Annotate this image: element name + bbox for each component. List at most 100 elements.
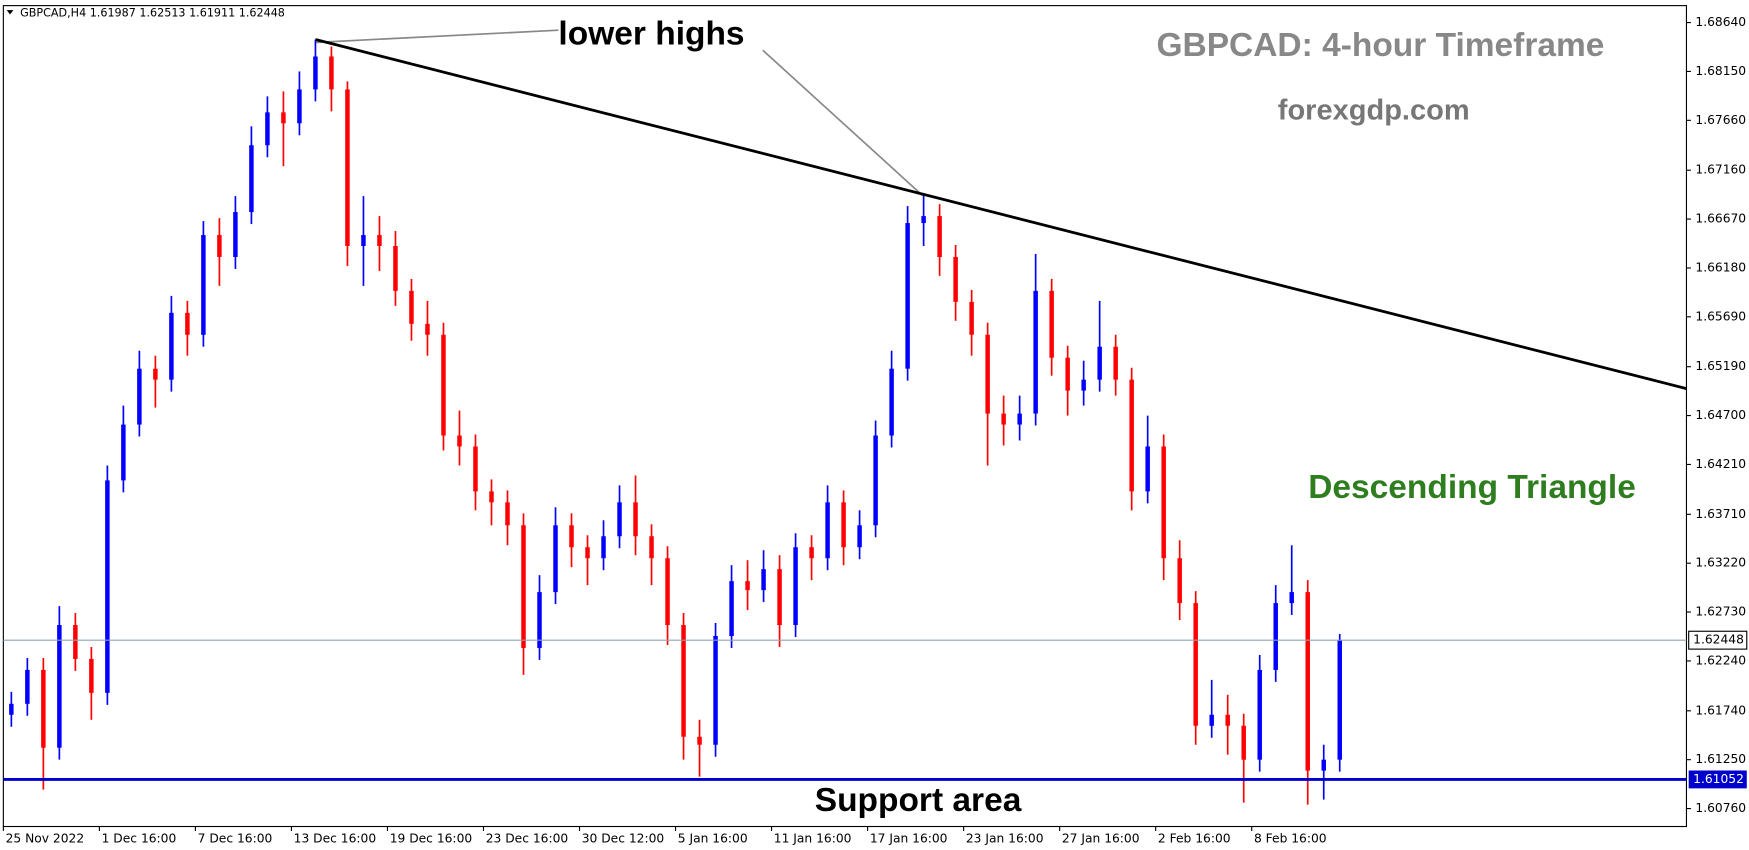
candle-body [265, 112, 270, 146]
chart-title: GBPCAD: 4-hour Timeframe [1156, 27, 1604, 64]
candle-body [585, 547, 590, 559]
candle-body [745, 581, 750, 591]
x-tick-label: 7 Dec 16:00 [198, 831, 273, 845]
candle-body [441, 334, 446, 436]
candle-body [1241, 725, 1246, 760]
y-tick-label: 1.68150 [1695, 64, 1746, 78]
candle-body [1081, 379, 1086, 391]
candle-body [217, 235, 222, 257]
candle-body [425, 323, 430, 335]
candle-body [329, 56, 334, 90]
candle-body [649, 536, 654, 559]
candle-body [985, 334, 990, 414]
candle-body [857, 525, 862, 548]
candle-body [937, 216, 942, 257]
candle-body [409, 290, 414, 324]
candle-body [1257, 669, 1262, 760]
y-tick-label: 1.65190 [1695, 359, 1746, 373]
candle-body [1177, 558, 1182, 604]
y-tick-label: 1.68640 [1695, 15, 1746, 29]
candle-body [41, 669, 46, 748]
x-tick-label: 1 Dec 16:00 [102, 831, 177, 845]
x-tick-label: 23 Jan 16:00 [966, 831, 1044, 845]
candle-body [1129, 379, 1134, 492]
candle-body [249, 145, 254, 213]
y-tick-label: 1.61250 [1695, 752, 1746, 766]
candle-body [137, 368, 142, 425]
annotation: Support area [815, 782, 1022, 819]
last-price-box [1688, 630, 1748, 650]
x-tick-label: 8 Feb 16:00 [1254, 831, 1327, 845]
candle-body [969, 301, 974, 335]
y-tick-label: 1.66670 [1695, 212, 1746, 226]
candle-body [729, 581, 734, 637]
candle-body [809, 547, 814, 559]
candle-body [201, 235, 206, 335]
candle-body [313, 56, 318, 90]
candle-body [105, 480, 110, 693]
support-label: 1.61052 [1693, 772, 1744, 786]
candle-body [1145, 446, 1150, 492]
x-tick-label: 19 Dec 16:00 [390, 831, 473, 845]
candle-body [713, 636, 718, 745]
x-tick-label: 2 Feb 16:00 [1158, 831, 1231, 845]
candle-body [89, 658, 94, 693]
candle-body [57, 625, 62, 748]
candle-body [393, 246, 398, 291]
x-tick-label: 5 Jan 16:00 [678, 831, 748, 845]
support-box [1688, 770, 1747, 789]
y-tick-label: 1.67160 [1695, 163, 1746, 177]
candle-body [889, 368, 894, 436]
candle-body [153, 368, 158, 380]
y-tick-label: 1.64700 [1695, 408, 1746, 422]
candle-body [953, 256, 958, 302]
candle-body [457, 435, 462, 447]
trendline [315, 38, 1687, 390]
x-tick-label: 17 Jan 16:00 [870, 831, 948, 845]
last-price-label: 1.62448 [1693, 633, 1744, 647]
y-tick-label: 1.66180 [1695, 260, 1746, 274]
candle-body [1065, 357, 1070, 391]
candle-body [281, 112, 286, 124]
candle-body [73, 625, 78, 659]
candle-body [377, 235, 382, 247]
x-tick-label: 25 Nov 2022 [6, 831, 85, 845]
header-arrow [6, 10, 14, 15]
candle-body [25, 669, 30, 704]
annotation-pointer [314, 29, 559, 44]
candle-body [777, 569, 782, 626]
candle-body [617, 502, 622, 537]
candle-body [121, 424, 126, 481]
candle-body [761, 569, 766, 591]
candle-body [873, 435, 878, 526]
candle-body [1289, 592, 1294, 604]
y-tick-label: 1.63220 [1695, 556, 1746, 570]
candle-body [793, 547, 798, 626]
chart-subtitle: forexgdp.com [1278, 94, 1470, 126]
candle-body [233, 212, 238, 257]
candle-body [1033, 290, 1038, 414]
x-tick-label: 11 Jan 16:00 [774, 831, 852, 845]
candle-body [921, 216, 926, 224]
y-tick-label: 1.65690 [1695, 309, 1746, 323]
y-tick-label: 1.64210 [1695, 457, 1746, 471]
x-tick-label: 13 Dec 16:00 [294, 831, 377, 845]
candle-body [345, 89, 350, 247]
candle-body [473, 446, 478, 492]
header: GBPCAD,H4 1.61987 1.62513 1.61911 1.6244… [20, 6, 285, 19]
y-tick-label: 1.63710 [1695, 507, 1746, 521]
candle-body [521, 525, 526, 648]
candle-body [1305, 592, 1310, 771]
candle-body [905, 223, 910, 369]
candle-body [1113, 346, 1118, 380]
candle-body [633, 502, 638, 537]
candle-body [537, 592, 542, 648]
candle-body [185, 312, 190, 335]
candle-body [361, 235, 366, 247]
annotation: lower highs [558, 16, 744, 53]
y-tick-label: 1.67660 [1695, 113, 1746, 127]
candle-body [1321, 759, 1326, 771]
candle-body [169, 312, 174, 380]
candle-body [553, 525, 558, 593]
